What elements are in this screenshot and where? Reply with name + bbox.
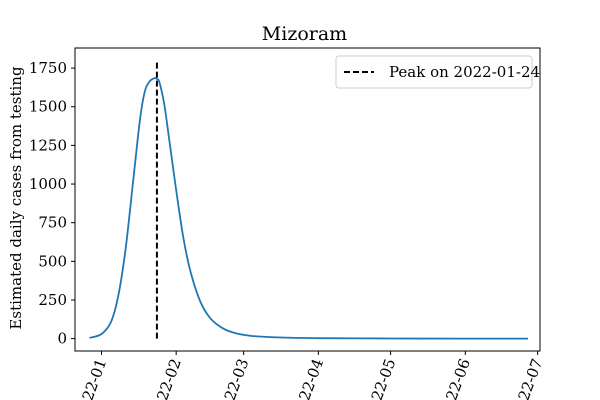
y-tick-label: 1500: [29, 98, 67, 116]
y-tick-label: 1250: [29, 136, 67, 154]
legend: Peak on 2022-01-24: [335, 55, 540, 89]
y-axis-label: Estimated daily cases from testing: [7, 66, 25, 330]
y-tick-label: 750: [38, 214, 67, 232]
series-line: [89, 77, 528, 340]
y-tick-label: 500: [38, 252, 67, 270]
chart-title: Mizoram: [262, 23, 347, 45]
y-tick-label: 1000: [29, 175, 67, 193]
legend-entry-peak: Peak on 2022-01-24: [389, 63, 540, 81]
y-tick-label: 0: [57, 330, 67, 348]
legend-box: [335, 55, 533, 89]
axes-frame: [74, 47, 541, 352]
y-tick-label: 1750: [29, 59, 67, 77]
y-tick-label: 250: [38, 291, 67, 309]
